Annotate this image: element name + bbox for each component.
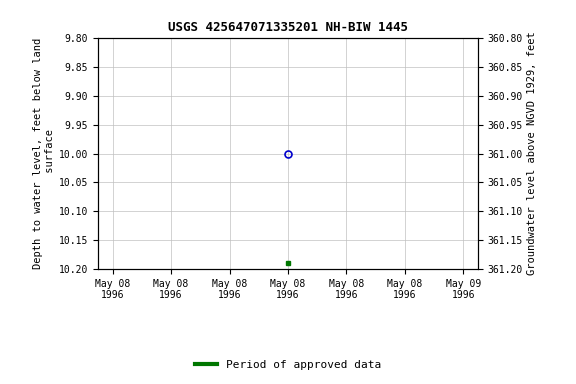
Legend: Period of approved data: Period of approved data <box>191 356 385 375</box>
Title: USGS 425647071335201 NH-BIW 1445: USGS 425647071335201 NH-BIW 1445 <box>168 22 408 35</box>
Y-axis label: Groundwater level above NGVD 1929, feet: Groundwater level above NGVD 1929, feet <box>527 32 537 275</box>
Y-axis label: Depth to water level, feet below land
 surface: Depth to water level, feet below land su… <box>33 38 55 269</box>
